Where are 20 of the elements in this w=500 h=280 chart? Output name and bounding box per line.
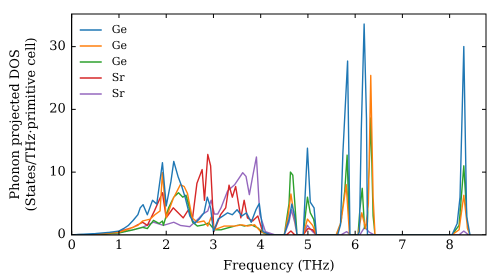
x-tick-label: 0 [68, 238, 76, 253]
x-tick-label: 2 [162, 238, 170, 253]
y-tick-label: 10 [49, 164, 66, 180]
legend-label: Ge [112, 22, 128, 36]
x-tick-label: 1 [114, 238, 124, 253]
x-tick-label: 3 [209, 238, 218, 253]
y-tick-label: 0 [57, 227, 66, 242]
legend-label: Sr [112, 86, 126, 100]
legend-label: Ge [112, 38, 128, 52]
x-tick-label: 7 [398, 238, 407, 253]
y-tick-label: 20 [49, 102, 66, 117]
x-tick-label: 8 [445, 238, 454, 253]
y-tick-label: 30 [49, 38, 66, 54]
legend-label: Ge [112, 54, 128, 68]
x-tick-label: 6 [351, 238, 360, 253]
legend-label: Sr [112, 70, 126, 84]
x-tick-label: 4 [256, 238, 265, 253]
x-tick-label: 5 [304, 238, 312, 253]
y-axis-title: Phonon projected DOS (States/THz·primitive cell) [8, 37, 39, 212]
x-axis-title: Frequency (THz) [223, 258, 335, 274]
